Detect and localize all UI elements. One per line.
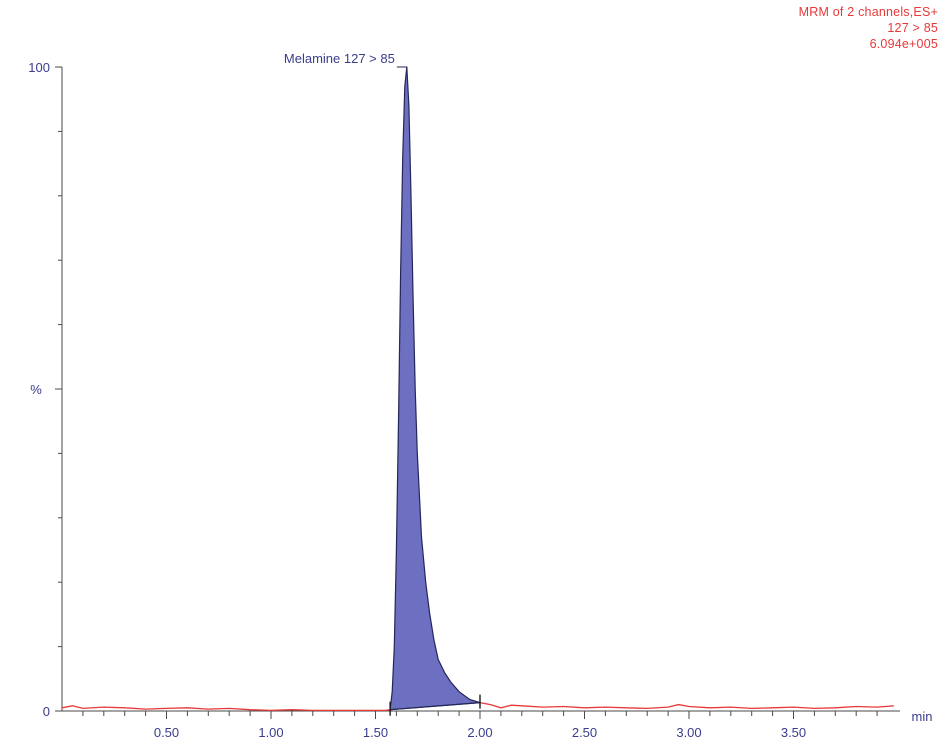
x-tick-label: 3.50 xyxy=(781,725,806,740)
y-axis-label: % xyxy=(30,382,42,397)
x-tick-label: 0.50 xyxy=(154,725,179,740)
trace-info-title: MRM of 2 channels,ES+ xyxy=(798,5,938,19)
traces xyxy=(61,66,894,716)
labels: Melamine 127 > 85 xyxy=(284,51,407,68)
x-tick-label: 1.00 xyxy=(258,725,283,740)
trace-line-1 xyxy=(61,705,391,712)
trace-line-2 xyxy=(479,701,894,710)
peak-label: Melamine 127 > 85 xyxy=(284,51,395,66)
trace-info-transition: 127 > 85 xyxy=(887,21,938,35)
x-tick-label: 2.50 xyxy=(572,725,597,740)
y-tick-label: 100 xyxy=(28,60,50,75)
trace-info-intensity: 6.094e+005 xyxy=(869,37,938,51)
x-tick-label: 1.50 xyxy=(363,725,388,740)
x-tick-label: 2.00 xyxy=(467,725,492,740)
integration-baseline xyxy=(390,702,481,711)
x-tick-label: 3.00 xyxy=(676,725,701,740)
integrated-peak-area xyxy=(389,66,481,711)
x-axis-label: min xyxy=(912,709,933,724)
y-tick-label: 0 xyxy=(43,704,50,719)
axes: 0.50 1.00 1.50 2.00 2.50 3.00 3.50 0 100% min xyxy=(28,60,932,740)
